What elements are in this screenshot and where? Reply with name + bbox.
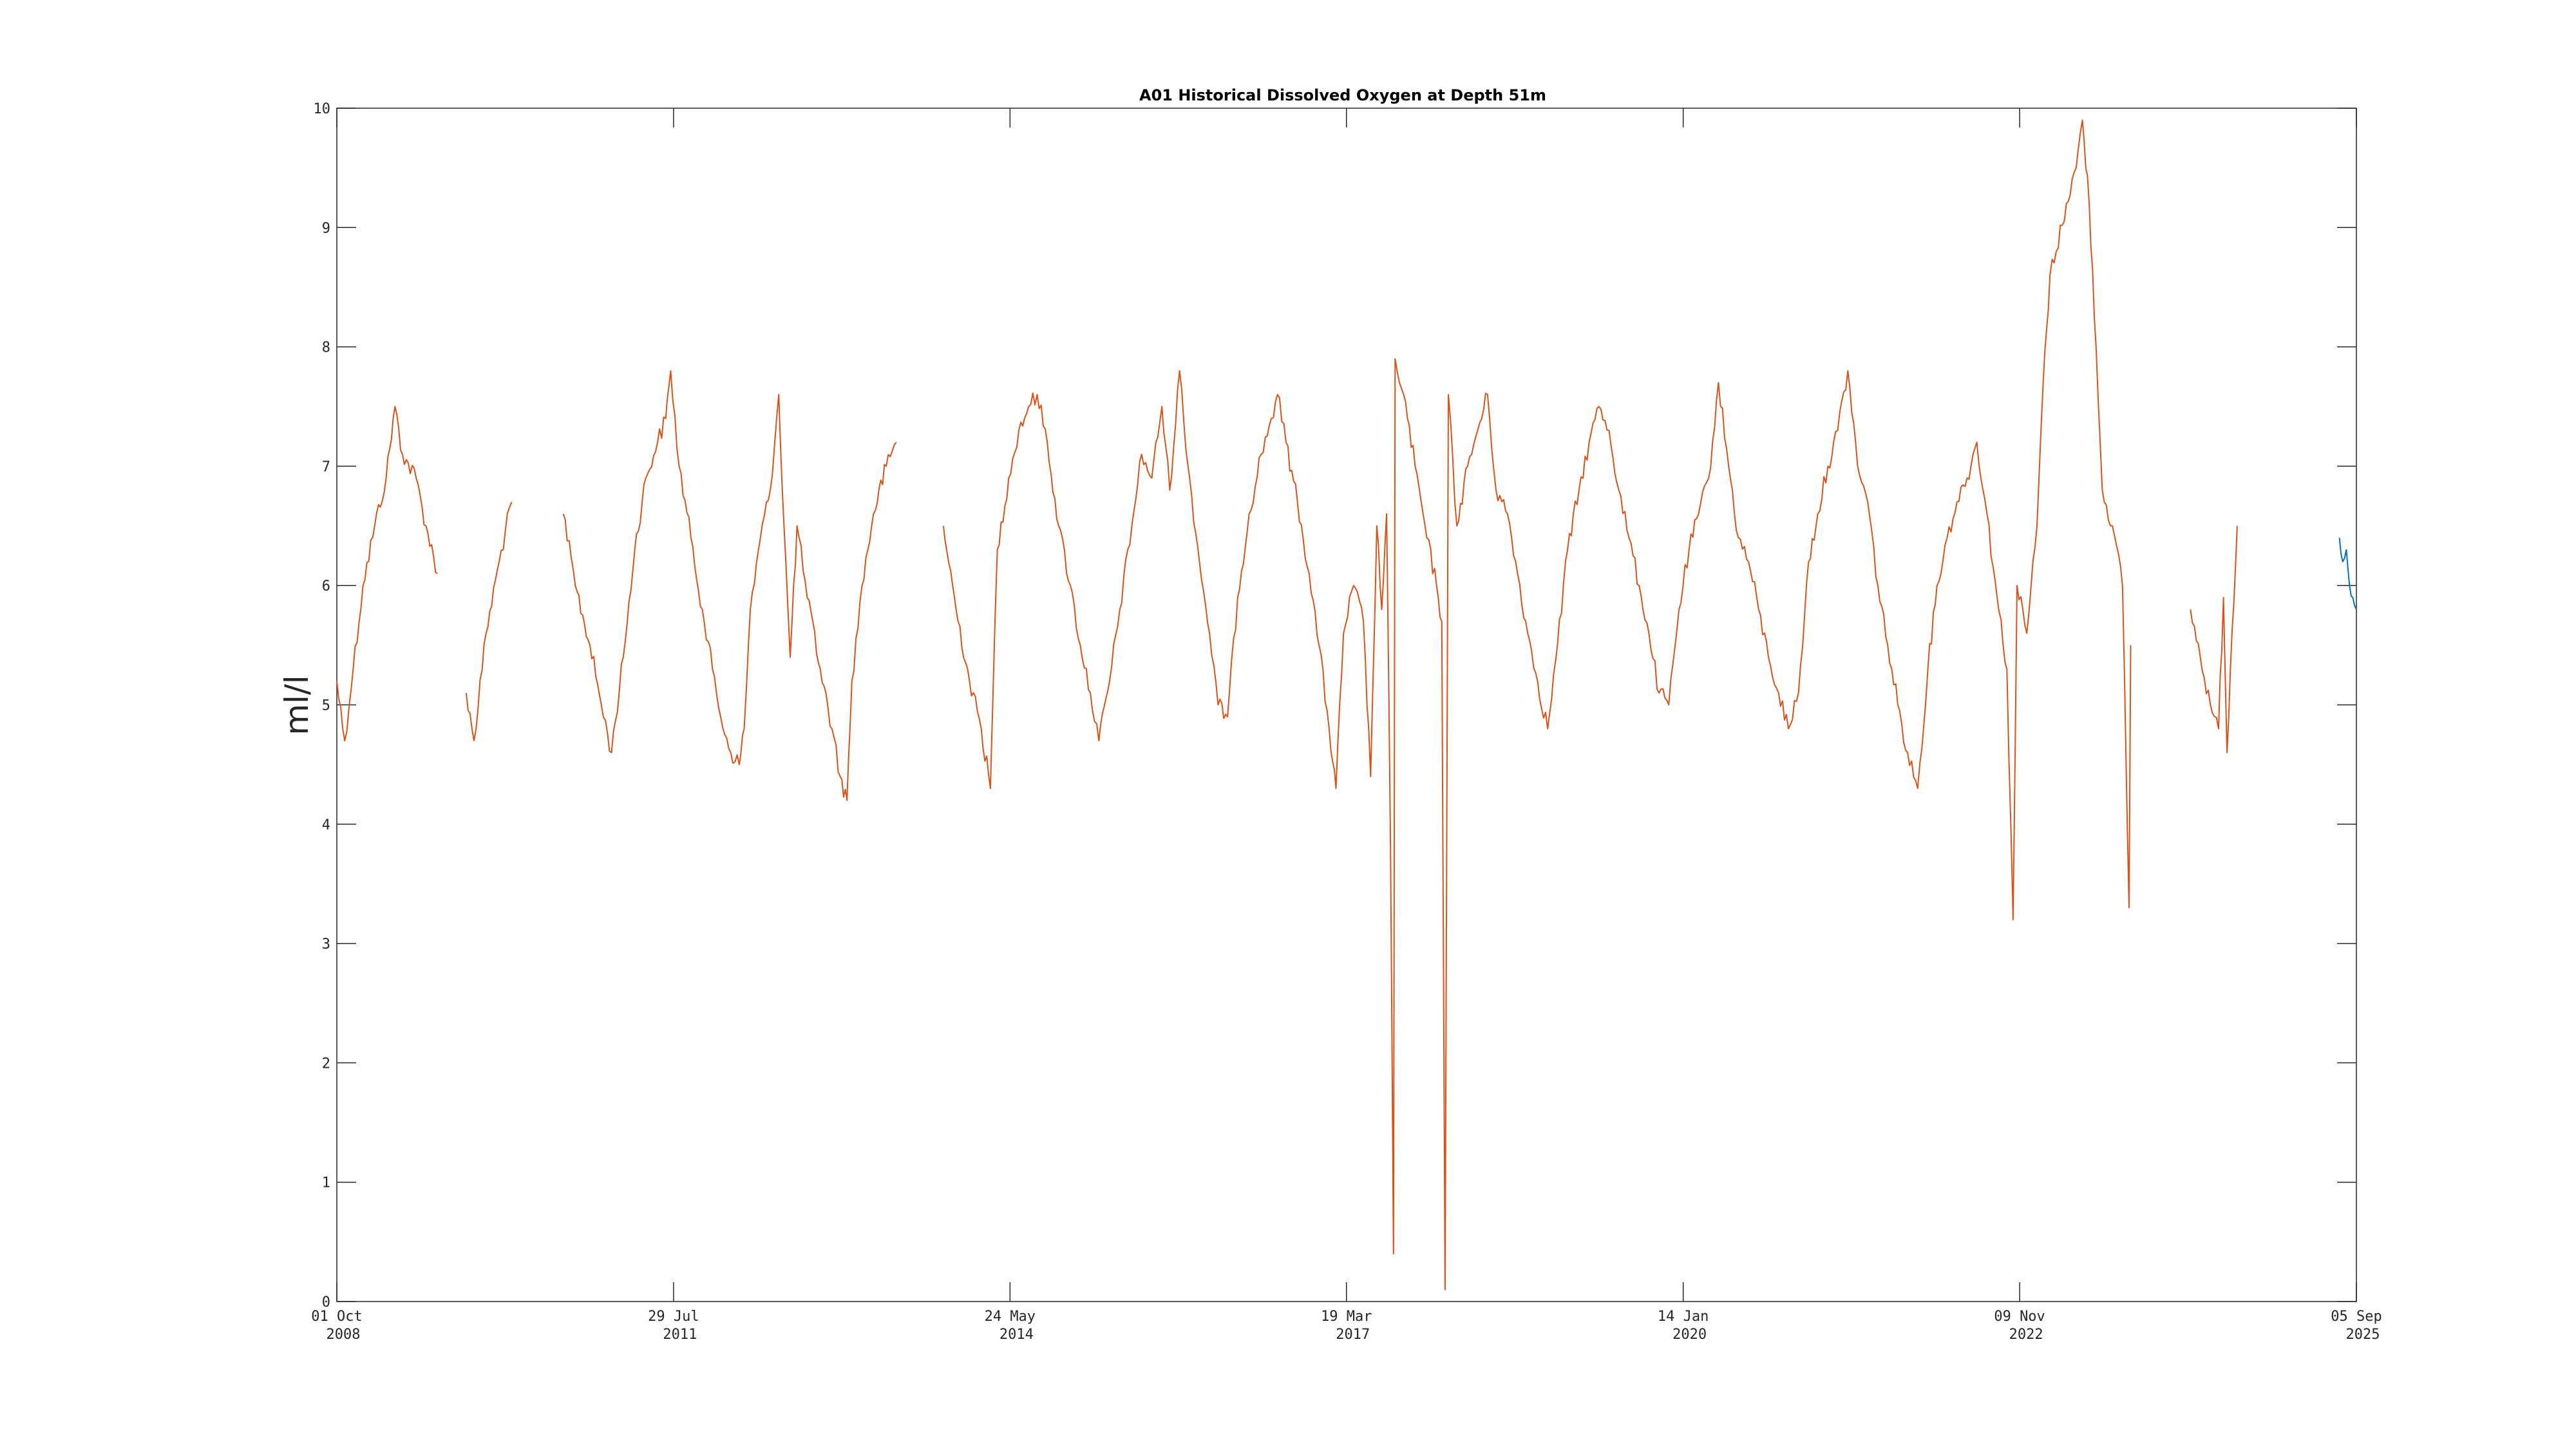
y-tick-label: 1 [322, 1175, 330, 1191]
y-tick-label: 0 [322, 1294, 330, 1311]
y-tick-label: 8 [322, 340, 330, 356]
series-historical-line [336, 406, 438, 742]
x-tick-label-year: 2025 [2346, 1327, 2380, 1343]
y-tick-label: 9 [322, 220, 330, 236]
x-tick-label-day: 29 Jul [648, 1309, 699, 1325]
y-axis: 0 1 2 3 4 5 6 7 8 9 10 [314, 101, 2356, 1311]
x-tick-label-day: 09 Nov [1994, 1309, 2045, 1325]
series-historical-line [465, 502, 513, 742]
y-tick-label: 6 [322, 578, 330, 594]
x-tick-label-year: 2008 [327, 1327, 361, 1343]
y-tick-label: 10 [314, 101, 331, 117]
y-tick-label: 4 [322, 817, 330, 833]
x-tick-label-year: 2020 [1672, 1327, 1707, 1343]
y-axis-label: ml/l [278, 675, 316, 735]
x-tick-label-year: 2011 [663, 1327, 697, 1343]
y-tick-label: 7 [322, 459, 330, 475]
x-tick-label-day: 01 Oct [311, 1309, 362, 1325]
x-tick-label-day: 14 Jan [1658, 1309, 1709, 1325]
x-tick-label-day: 24 May [985, 1309, 1036, 1325]
chart-title: A01 Historical Dissolved Oxygen at Depth… [1139, 86, 1546, 104]
series-historical-line [2190, 526, 2238, 753]
series-historical-line [942, 119, 2132, 1291]
y-tick-label: 5 [322, 698, 330, 714]
x-tick-label-year: 2022 [2009, 1327, 2043, 1343]
series-historical-line [562, 370, 897, 801]
x-tick-label-year: 2017 [1336, 1327, 1370, 1343]
x-tick-label-year: 2014 [999, 1327, 1034, 1343]
x-tick-label-day: 05 Sep [2331, 1309, 2382, 1325]
x-tick-label-day: 19 Mar [1321, 1309, 1372, 1325]
series-recent-line [2338, 537, 2357, 610]
y-tick-label: 2 [322, 1056, 330, 1072]
y-tick-label: 3 [322, 936, 330, 952]
series-layer [336, 119, 2357, 1291]
plot-frame [336, 108, 2357, 1302]
